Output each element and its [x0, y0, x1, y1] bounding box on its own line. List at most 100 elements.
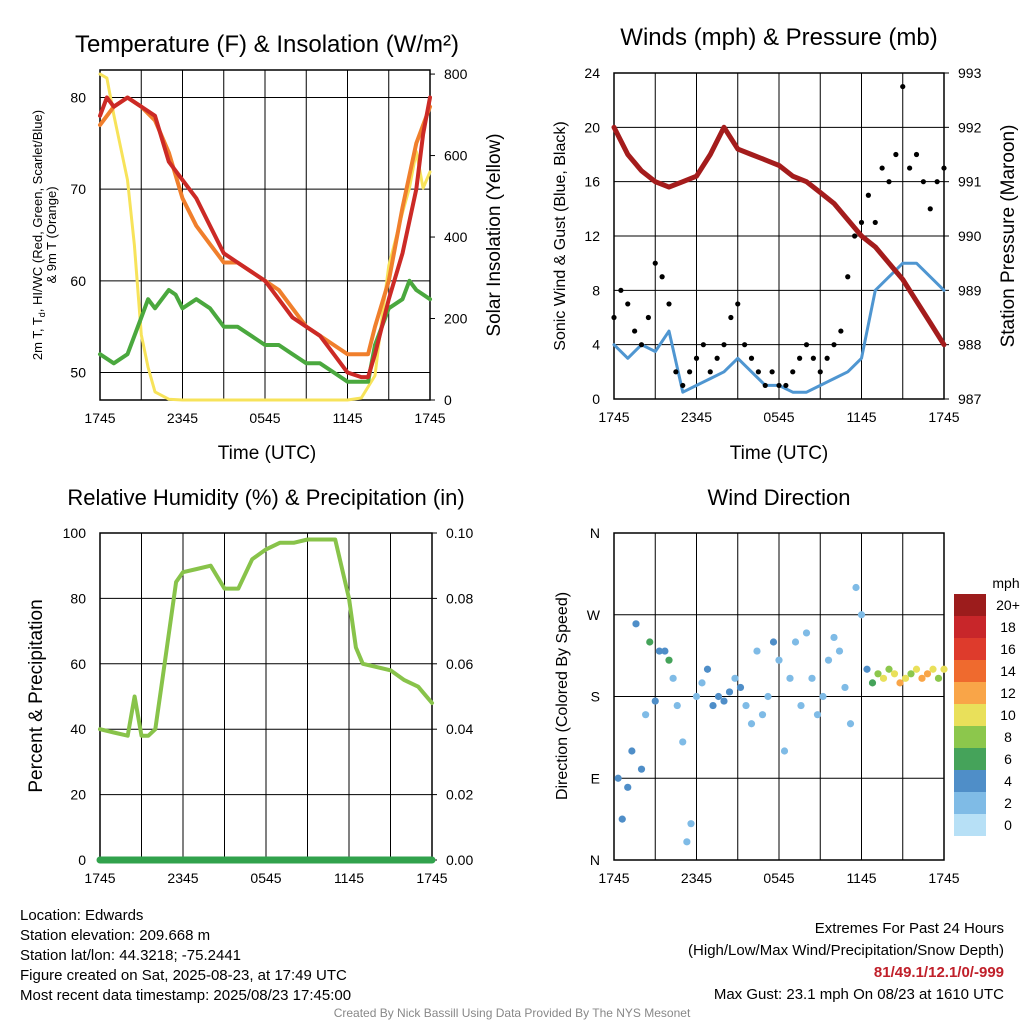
direction-point	[863, 665, 871, 673]
direction-point	[687, 820, 695, 828]
y-tick-label: W	[587, 607, 601, 623]
gust-point	[810, 355, 816, 361]
elevation-text: Station elevation: 209.668 m	[20, 927, 211, 944]
direction-point	[885, 665, 893, 673]
gust-point	[907, 165, 913, 171]
legend-label: 0	[1004, 817, 1012, 833]
series-2m-temp-line	[98, 95, 432, 380]
y-tick-label: 0	[592, 391, 600, 407]
x-tick-label: 2345	[681, 870, 712, 886]
x-tick-label: 1745	[84, 410, 115, 426]
direction-point	[747, 720, 756, 728]
direction-point	[824, 656, 833, 664]
direction-point	[703, 665, 712, 673]
y2-axis-label: Solar Insolation (Yellow)	[484, 133, 505, 336]
gust-point	[638, 342, 645, 348]
x-tick-label: 1745	[598, 870, 629, 886]
direction-point	[665, 656, 673, 664]
x-tick-label: 1145	[846, 409, 876, 425]
y-tick-label: 24	[584, 65, 600, 81]
direction-point	[813, 711, 822, 719]
recent-data-text: Most recent data timestamp: 2025/08/23 1…	[20, 987, 352, 1004]
x-tick-label: 2345	[681, 409, 712, 425]
direction-point	[736, 683, 745, 692]
direction-point	[692, 692, 701, 701]
x-tick-label: 1145	[332, 410, 362, 426]
chart-title: Relative Humidity (%) & Precipitation (i…	[67, 485, 464, 510]
max-gust-text: Max Gust: 23.1 mph On 08/23 at 1610 UTC	[713, 986, 1004, 1003]
y2-tick-label: 0.00	[446, 852, 473, 868]
direction-point	[725, 688, 734, 696]
series-humidity-line	[98, 537, 434, 738]
y-tick-label: 80	[70, 90, 86, 106]
direction-point	[673, 701, 681, 710]
gust-point	[817, 369, 823, 375]
direction-point	[852, 583, 860, 592]
gust-point	[687, 369, 693, 375]
x-tick-label: 1745	[414, 410, 445, 426]
station-info: Location: Edwards Station elevation: 209…	[20, 906, 351, 1006]
legend-swatch	[954, 792, 986, 814]
legend-label: 20+	[996, 597, 1020, 613]
gust-point	[707, 369, 713, 375]
legend-swatch	[954, 748, 986, 770]
direction-point	[769, 638, 778, 646]
direction-point	[758, 711, 767, 719]
gust-point	[755, 369, 761, 375]
direction-point	[624, 783, 632, 791]
y2-tick-label: 0.08	[446, 590, 473, 606]
panel-3: 1745 2345 0545 1145 1745 0 20 40 60 80 100 0.00 0.02…	[26, 485, 473, 886]
legend-label: 10	[1000, 707, 1016, 723]
direction-point	[901, 674, 910, 682]
legend-label: 6	[1004, 751, 1012, 767]
gust-point	[838, 328, 844, 334]
x-tick-label: 0545	[763, 409, 794, 425]
gust-point	[824, 355, 830, 361]
direction-point	[780, 747, 789, 755]
latlon-text: Station lat/lon: 44.3218; -75.2441	[20, 947, 242, 964]
direction-point	[669, 674, 677, 682]
gust-point	[927, 206, 933, 212]
direction-point	[614, 774, 622, 782]
gust-point	[762, 382, 768, 389]
extremes-title: Extremes For Past 24 Hours	[814, 920, 1004, 937]
panel-1: 1745 2345 0545 1145 174550607080020040060080…	[30, 31, 505, 464]
y-tick-label: 20	[70, 787, 86, 803]
direction-point	[628, 747, 636, 755]
y-tick-label: 60	[70, 656, 86, 672]
gust-point	[769, 369, 775, 375]
y-tick-label: 70	[70, 181, 86, 197]
x-tick-label: 1745	[928, 870, 959, 886]
direction-point	[912, 665, 921, 673]
y-tick-label: E	[591, 770, 600, 786]
panel-2: 1745 2345 0545 1145 1745 0 4 8 12 16 20 24 987 988 989…	[552, 24, 1019, 464]
direction-point	[846, 720, 855, 728]
gust-point	[845, 274, 851, 280]
gust-point	[900, 83, 906, 90]
gust-point	[790, 369, 796, 375]
direction-point	[802, 629, 811, 637]
direction-point	[683, 838, 691, 846]
y2-tick-label: 200	[444, 311, 468, 327]
gust-point	[618, 287, 624, 293]
x-axis-label: Time (UTC)	[218, 443, 317, 464]
x-tick-label: 0545	[763, 870, 794, 886]
gust-point	[783, 382, 789, 389]
gust-point	[728, 314, 734, 321]
gust-point	[858, 219, 865, 226]
gust-point	[611, 314, 617, 321]
gust-point	[886, 179, 892, 185]
y-tick-label: N	[590, 852, 600, 868]
location-text: Location: Edwards	[20, 907, 144, 924]
gust-point	[831, 342, 837, 348]
direction-point	[651, 697, 659, 705]
direction-point	[786, 674, 794, 682]
y-tick-label: 100	[63, 525, 87, 541]
direction-point	[857, 611, 866, 619]
direction-point	[890, 670, 899, 678]
y-tick-label: S	[591, 689, 600, 705]
speed-legend: mph 20+ 18 16 14 12 10 8 6 4 2 0	[954, 575, 1020, 836]
gust-point	[893, 151, 899, 158]
y-tick-label: 4	[592, 337, 600, 353]
